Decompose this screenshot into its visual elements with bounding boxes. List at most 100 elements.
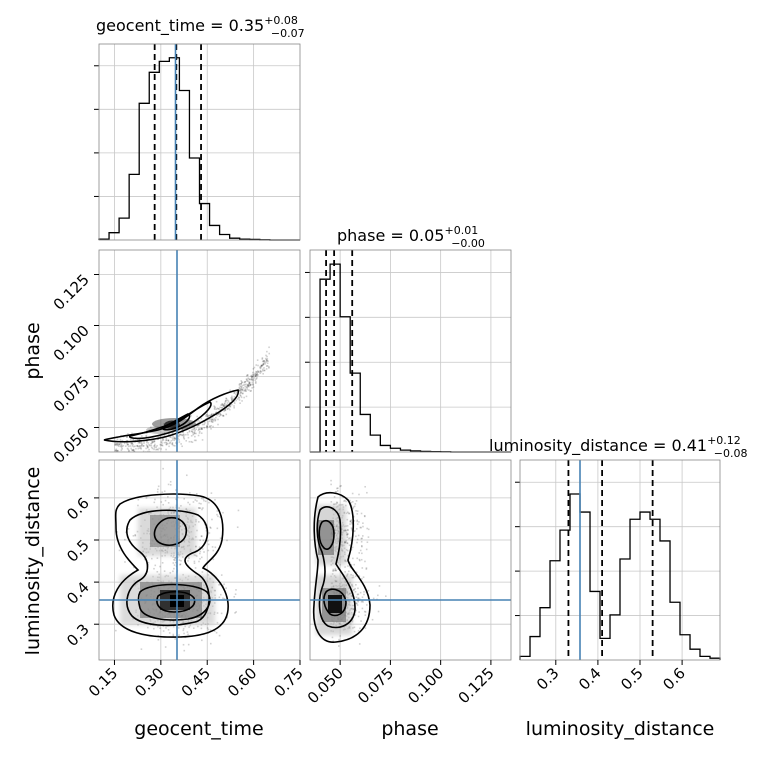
- sample-point: [233, 406, 235, 409]
- sample-point: [201, 428, 204, 430]
- sample-point: [209, 418, 211, 420]
- sample-point: [220, 404, 222, 406]
- sample-point: [156, 444, 158, 447]
- sample-point: [135, 447, 137, 450]
- sample-point: [163, 570, 166, 572]
- sample-point: [241, 389, 243, 392]
- sample-point: [163, 435, 166, 437]
- sample-point: [197, 434, 200, 437]
- sample-point: [168, 632, 171, 634]
- sample-point: [352, 604, 355, 607]
- sample-point: [336, 501, 338, 504]
- sample-point: [157, 634, 160, 637]
- contour-lines: [112, 493, 229, 638]
- sample-point: [185, 439, 188, 442]
- sample-point: [198, 432, 201, 434]
- sample-point: [197, 625, 199, 628]
- ylabel-luminosity-distance: luminosity_distance: [22, 467, 44, 656]
- sample-point: [217, 413, 220, 415]
- sample-point: [331, 573, 334, 575]
- sample-point: [348, 544, 351, 547]
- sample-point: [182, 433, 185, 436]
- sample-point: [237, 509, 240, 512]
- sample-point: [165, 439, 167, 441]
- sample-point: [211, 418, 214, 421]
- sample-point: [169, 506, 172, 509]
- sample-point: [131, 432, 133, 435]
- sample-point: [156, 557, 159, 559]
- sample-point: [156, 506, 158, 509]
- sample-point: [251, 381, 254, 384]
- sample-point: [198, 560, 200, 563]
- sample-point: [223, 403, 226, 405]
- sample-point: [226, 408, 229, 411]
- sample-point: [171, 443, 173, 445]
- sample-point: [239, 389, 241, 392]
- sample-point: [138, 447, 141, 449]
- sample-point: [354, 503, 357, 505]
- sample-point: [360, 545, 363, 547]
- sample-point: [238, 397, 240, 399]
- sample-point: [354, 575, 357, 578]
- sample-point: [205, 529, 208, 532]
- sample-point: [253, 377, 256, 379]
- sample-point: [252, 371, 254, 374]
- sample-point: [265, 359, 268, 361]
- sample-point: [331, 636, 334, 639]
- sample-point: [345, 549, 348, 551]
- sample-point: [348, 512, 350, 515]
- sample-point: [259, 370, 262, 372]
- sample-point: [345, 529, 348, 532]
- sample-point: [188, 503, 191, 506]
- sample-point: [252, 384, 254, 386]
- sample-point: [222, 403, 225, 406]
- sample-point: [248, 381, 250, 383]
- sample-point: [195, 428, 198, 430]
- sample-point: [132, 456, 134, 458]
- sample-point: [212, 425, 214, 428]
- x-tick-label: 0.5: [617, 664, 647, 694]
- sample-point: [145, 441, 148, 444]
- sample-point: [351, 576, 354, 579]
- sample-point: [116, 531, 118, 533]
- sample-point: [334, 491, 337, 493]
- sample-point: [254, 374, 257, 376]
- sample-point: [336, 487, 338, 490]
- title-luminosity-distance: luminosity_distance = 0.41+0.12 −0.08: [489, 434, 748, 460]
- sample-point: [206, 415, 208, 418]
- sample-point: [174, 438, 177, 440]
- sample-point: [191, 441, 194, 444]
- sample-point: [240, 380, 243, 382]
- sample-point: [157, 625, 159, 628]
- sample-point: [132, 449, 134, 452]
- sample-point: [356, 510, 359, 512]
- sample-point: [210, 419, 213, 421]
- sample-point: [259, 365, 262, 368]
- sample-point: [262, 368, 264, 371]
- sample-point: [249, 390, 252, 392]
- sample-point: [207, 421, 209, 423]
- sample-point: [190, 435, 193, 437]
- sample-point: [245, 395, 248, 398]
- sample-point: [183, 497, 185, 500]
- sample-point: [191, 428, 193, 431]
- sample-point: [360, 512, 363, 515]
- sample-point: [174, 561, 177, 564]
- sample-point: [265, 354, 267, 357]
- sample-point: [220, 413, 222, 416]
- sample-point: [200, 497, 203, 500]
- sample-point: [197, 424, 199, 427]
- sample-point: [168, 431, 170, 433]
- sample-point: [223, 410, 226, 412]
- sample-point: [224, 401, 227, 403]
- sample-point: [351, 619, 354, 622]
- sample-point: [238, 382, 241, 385]
- sample-point: [248, 382, 251, 384]
- sample-point: [200, 502, 202, 505]
- sample-point: [218, 412, 220, 415]
- sample-point: [214, 546, 217, 549]
- sample-point: [147, 446, 149, 448]
- sample-point: [239, 389, 241, 392]
- sample-point: [360, 526, 362, 529]
- sample-point: [157, 448, 159, 451]
